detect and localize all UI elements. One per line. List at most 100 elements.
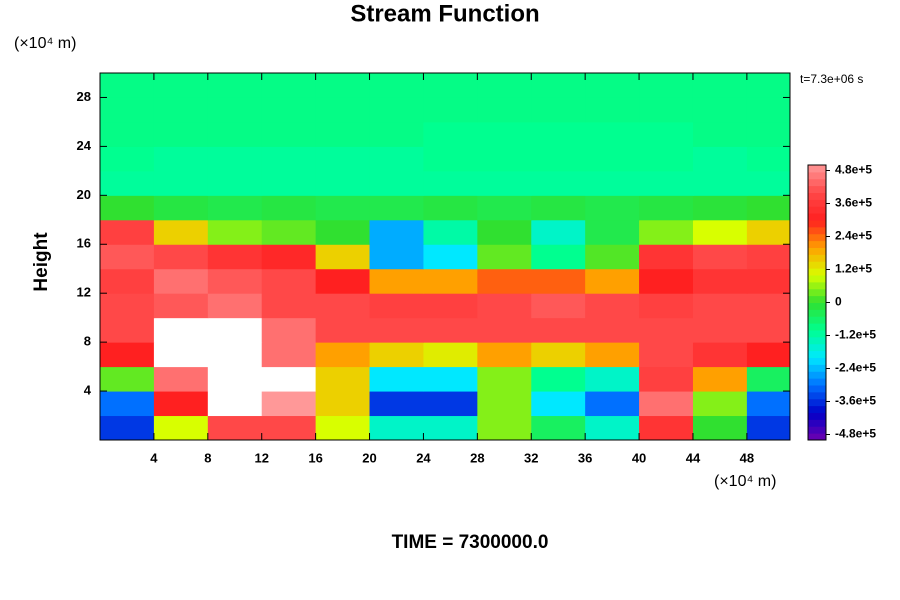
heat-cell (531, 415, 586, 440)
heat-cell (477, 219, 532, 245)
heat-cell (531, 121, 586, 147)
heat-cell (100, 317, 155, 343)
colorbar-band (808, 364, 826, 372)
heat-cell (531, 342, 586, 368)
heat-cell (423, 146, 478, 172)
heat-cell (369, 146, 424, 172)
heat-cell (207, 342, 263, 368)
heat-cell (261, 73, 317, 98)
colorbar-band (808, 192, 826, 200)
heat-cell (423, 391, 478, 417)
heat-cell (692, 342, 748, 368)
heat-cell (585, 73, 640, 98)
colorbar-band (808, 268, 826, 276)
y-unit: (×10⁴ m) (14, 35, 76, 52)
heat-cell (100, 146, 155, 172)
heat-cell (692, 317, 748, 343)
heat-cell (477, 146, 532, 172)
heat-cell (531, 317, 586, 343)
heat-cell (100, 170, 155, 196)
heat-cell (531, 293, 586, 319)
heat-cell (585, 415, 640, 440)
colorbar-band (808, 378, 826, 386)
heat-cell (261, 244, 317, 270)
heat-cell (207, 391, 263, 417)
colorbar-band (808, 261, 826, 269)
heatmap (100, 73, 790, 440)
heat-cell (153, 219, 209, 245)
colorbar-tick-label: -2.4e+5 (835, 361, 876, 375)
colorbar-band (808, 171, 826, 180)
heat-cell (315, 195, 371, 221)
y-tick-label: 8 (84, 334, 91, 349)
heat-cell (746, 195, 790, 221)
heat-cell (369, 317, 424, 343)
heat-cell (692, 415, 748, 440)
heat-cell (369, 244, 424, 270)
heat-cell (100, 415, 155, 440)
heat-cell (153, 293, 209, 319)
colorbar-band (808, 288, 826, 297)
heat-cell (531, 195, 586, 221)
heat-cell (692, 391, 748, 417)
heat-cell (207, 415, 263, 440)
time-label: t=7.3e+06 s (800, 72, 863, 86)
colorbar-band (808, 309, 826, 317)
heat-cell (746, 121, 790, 147)
x-tick-label: 4 (150, 450, 158, 465)
colorbar-band (808, 330, 826, 338)
heat-cell (207, 293, 263, 319)
colorbar-band (808, 275, 826, 283)
heat-cell (585, 244, 640, 270)
colorbar-band (808, 281, 826, 290)
heat-cell (639, 415, 694, 440)
colorbar-band (808, 405, 826, 413)
heat-cell (531, 219, 586, 245)
heat-cell (585, 121, 640, 147)
heat-cell (153, 73, 209, 98)
heat-cell (100, 73, 155, 98)
heat-cell (639, 244, 694, 270)
heat-cell (100, 268, 155, 294)
heat-cell (423, 317, 478, 343)
heat-cell (207, 317, 263, 343)
x-tick-label: 24 (416, 450, 431, 465)
colorbar-band (808, 240, 826, 248)
heat-cell (369, 73, 424, 98)
heat-cell (477, 244, 532, 270)
colorbar-tick-label: 2.4e+5 (835, 229, 872, 243)
heat-cell (692, 170, 748, 196)
colorbar-band (808, 165, 826, 173)
heat-cell (423, 97, 478, 123)
heat-cell (639, 170, 694, 196)
heat-cell (477, 121, 532, 147)
heat-cell (315, 146, 371, 172)
heat-cell (369, 415, 424, 440)
colorbar-band (808, 391, 826, 400)
heat-cell (153, 244, 209, 270)
heat-cell (423, 415, 478, 440)
heat-cell (369, 219, 424, 245)
heat-cell (315, 415, 371, 440)
heat-cell (477, 170, 532, 196)
x-tick-label: 16 (308, 450, 322, 465)
colorbar-band (808, 302, 826, 310)
colorbar-band (808, 426, 826, 434)
heat-cell (639, 97, 694, 123)
heat-cell (746, 317, 790, 343)
heat-cell (692, 268, 748, 294)
heat-cell (423, 342, 478, 368)
heat-cell (423, 244, 478, 270)
y-tick-label: 20 (77, 187, 91, 202)
heat-cell (153, 97, 209, 123)
heat-cell (531, 366, 586, 392)
heat-cell (423, 170, 478, 196)
colorbar-band (808, 323, 826, 331)
y-tick-label: 28 (77, 89, 91, 104)
x-tick-label: 44 (686, 450, 701, 465)
heat-cell (315, 97, 371, 123)
heat-cell (315, 342, 371, 368)
heat-cell (477, 366, 532, 392)
colorbar-band (808, 220, 826, 228)
heat-cell (423, 73, 478, 98)
